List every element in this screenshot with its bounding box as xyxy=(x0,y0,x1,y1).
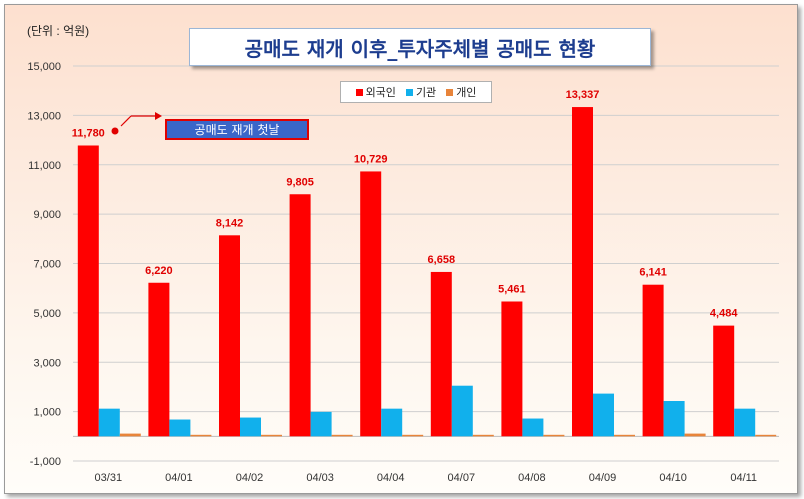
data-label-foreign: 13,337 xyxy=(566,89,600,101)
data-label-foreign: 10,729 xyxy=(354,153,388,165)
x-tick-label: 04/11 xyxy=(730,472,757,484)
bar-individual xyxy=(261,434,282,437)
chart-frame: (단위 : 억원) -1,000 1,000 3,000 5,000 7,000 9,00… xyxy=(4,4,798,494)
x-tick-label: 04/02 xyxy=(236,472,264,484)
x-tick-label: 03/31 xyxy=(95,472,123,484)
bar-individual xyxy=(755,434,777,437)
y-tick-label: 13,000 xyxy=(27,110,61,122)
x-tick-label: 04/09 xyxy=(589,472,617,484)
legend-swatch-individual xyxy=(446,88,454,96)
annotation-arrow-head xyxy=(155,112,162,120)
bar-institution xyxy=(169,419,191,437)
bar-individual xyxy=(190,434,212,437)
bar-foreign xyxy=(77,145,99,437)
label-layer: 03/31 11,780 04/01 6,220 04/02 8,142 04/03 9,80… xyxy=(72,89,757,484)
y-tick-label: 5,000 xyxy=(33,308,61,320)
annotation-arrow-line xyxy=(120,115,132,127)
legend-swatch-foreign xyxy=(355,88,363,96)
legend-item-foreign: 외국인 xyxy=(355,84,396,100)
y-tick-label: 11,000 xyxy=(28,160,61,172)
y-tick-label: 15,000 xyxy=(27,61,61,73)
annotation-dot xyxy=(111,127,119,135)
data-label-foreign: 6,220 xyxy=(145,265,173,277)
legend-swatch-institution xyxy=(405,88,413,96)
legend-item-individual: 개인 xyxy=(446,84,476,100)
grid-layer: -1,000 1,000 3,000 5,000 7,000 9,000 11,000 13,… xyxy=(27,61,779,468)
bar-individual xyxy=(119,433,141,437)
bar-institution xyxy=(381,408,403,437)
unit-label: (단위 : 억원) xyxy=(27,24,89,38)
chart-title: 공매도 재개 이후_투자주체별 공매도 현황 xyxy=(189,28,651,66)
bar-foreign xyxy=(148,282,170,437)
data-label-foreign: 4,484 xyxy=(710,308,738,320)
bar-individual xyxy=(684,433,706,437)
data-label-foreign: 9,805 xyxy=(286,176,314,188)
legend-label-foreign: 외국인 xyxy=(365,86,396,99)
bar-foreign xyxy=(430,271,452,437)
data-label-foreign: 8,142 xyxy=(216,217,244,229)
x-tick-label: 04/07 xyxy=(448,472,476,484)
bar-foreign xyxy=(642,284,664,437)
chart-canvas: (단위 : 억원) -1,000 1,000 3,000 5,000 7,000 9,00… xyxy=(27,24,779,484)
x-tick-label: 04/08 xyxy=(518,472,546,484)
legend-item-institution: 기관 xyxy=(405,84,437,100)
x-tick-label: 04/01 xyxy=(165,472,193,484)
bar-institution xyxy=(98,408,120,437)
bar-layer xyxy=(77,107,777,437)
data-label-foreign: 6,658 xyxy=(428,254,456,266)
y-tick-label: 1,000 xyxy=(33,407,61,419)
bar-foreign xyxy=(713,325,735,437)
bar-foreign xyxy=(501,301,523,437)
bar-institution xyxy=(451,385,473,437)
bar-institution xyxy=(522,418,544,437)
y-tick-label: 7,000 xyxy=(33,259,61,271)
x-tick-label: 04/03 xyxy=(306,472,334,484)
bar-foreign xyxy=(572,107,593,437)
bar-institution xyxy=(593,393,614,437)
annotation-marker xyxy=(111,112,162,135)
x-tick-label: 04/04 xyxy=(377,472,405,484)
bar-institution xyxy=(663,401,685,437)
bar-individual xyxy=(543,434,565,437)
data-label-foreign: 11,780 xyxy=(72,127,105,139)
bar-institution xyxy=(310,411,332,437)
bar-individual xyxy=(614,434,635,437)
bar-individual xyxy=(472,434,494,437)
data-label-foreign: 6,141 xyxy=(639,267,667,279)
y-tick-label: 9,000 xyxy=(33,209,61,221)
bar-institution xyxy=(734,408,756,437)
bar-foreign xyxy=(360,171,382,437)
legend-label-individual: 개인 xyxy=(456,86,477,99)
y-tick-label: 3,000 xyxy=(33,357,61,369)
legend-label-institution: 기관 xyxy=(415,86,437,99)
y-tick-label: -1,000 xyxy=(30,456,61,468)
bar-institution xyxy=(240,417,261,437)
legend: 외국인 기관 개인 xyxy=(340,81,492,103)
bar-foreign xyxy=(219,235,240,437)
data-label-foreign: 5,461 xyxy=(498,283,526,295)
bar-foreign xyxy=(289,194,311,437)
bar-individual xyxy=(331,434,353,437)
annotation-first-day-label: 공매도 재개 첫날 xyxy=(165,119,309,140)
bar-individual xyxy=(402,434,424,437)
x-tick-label: 04/10 xyxy=(659,472,687,484)
